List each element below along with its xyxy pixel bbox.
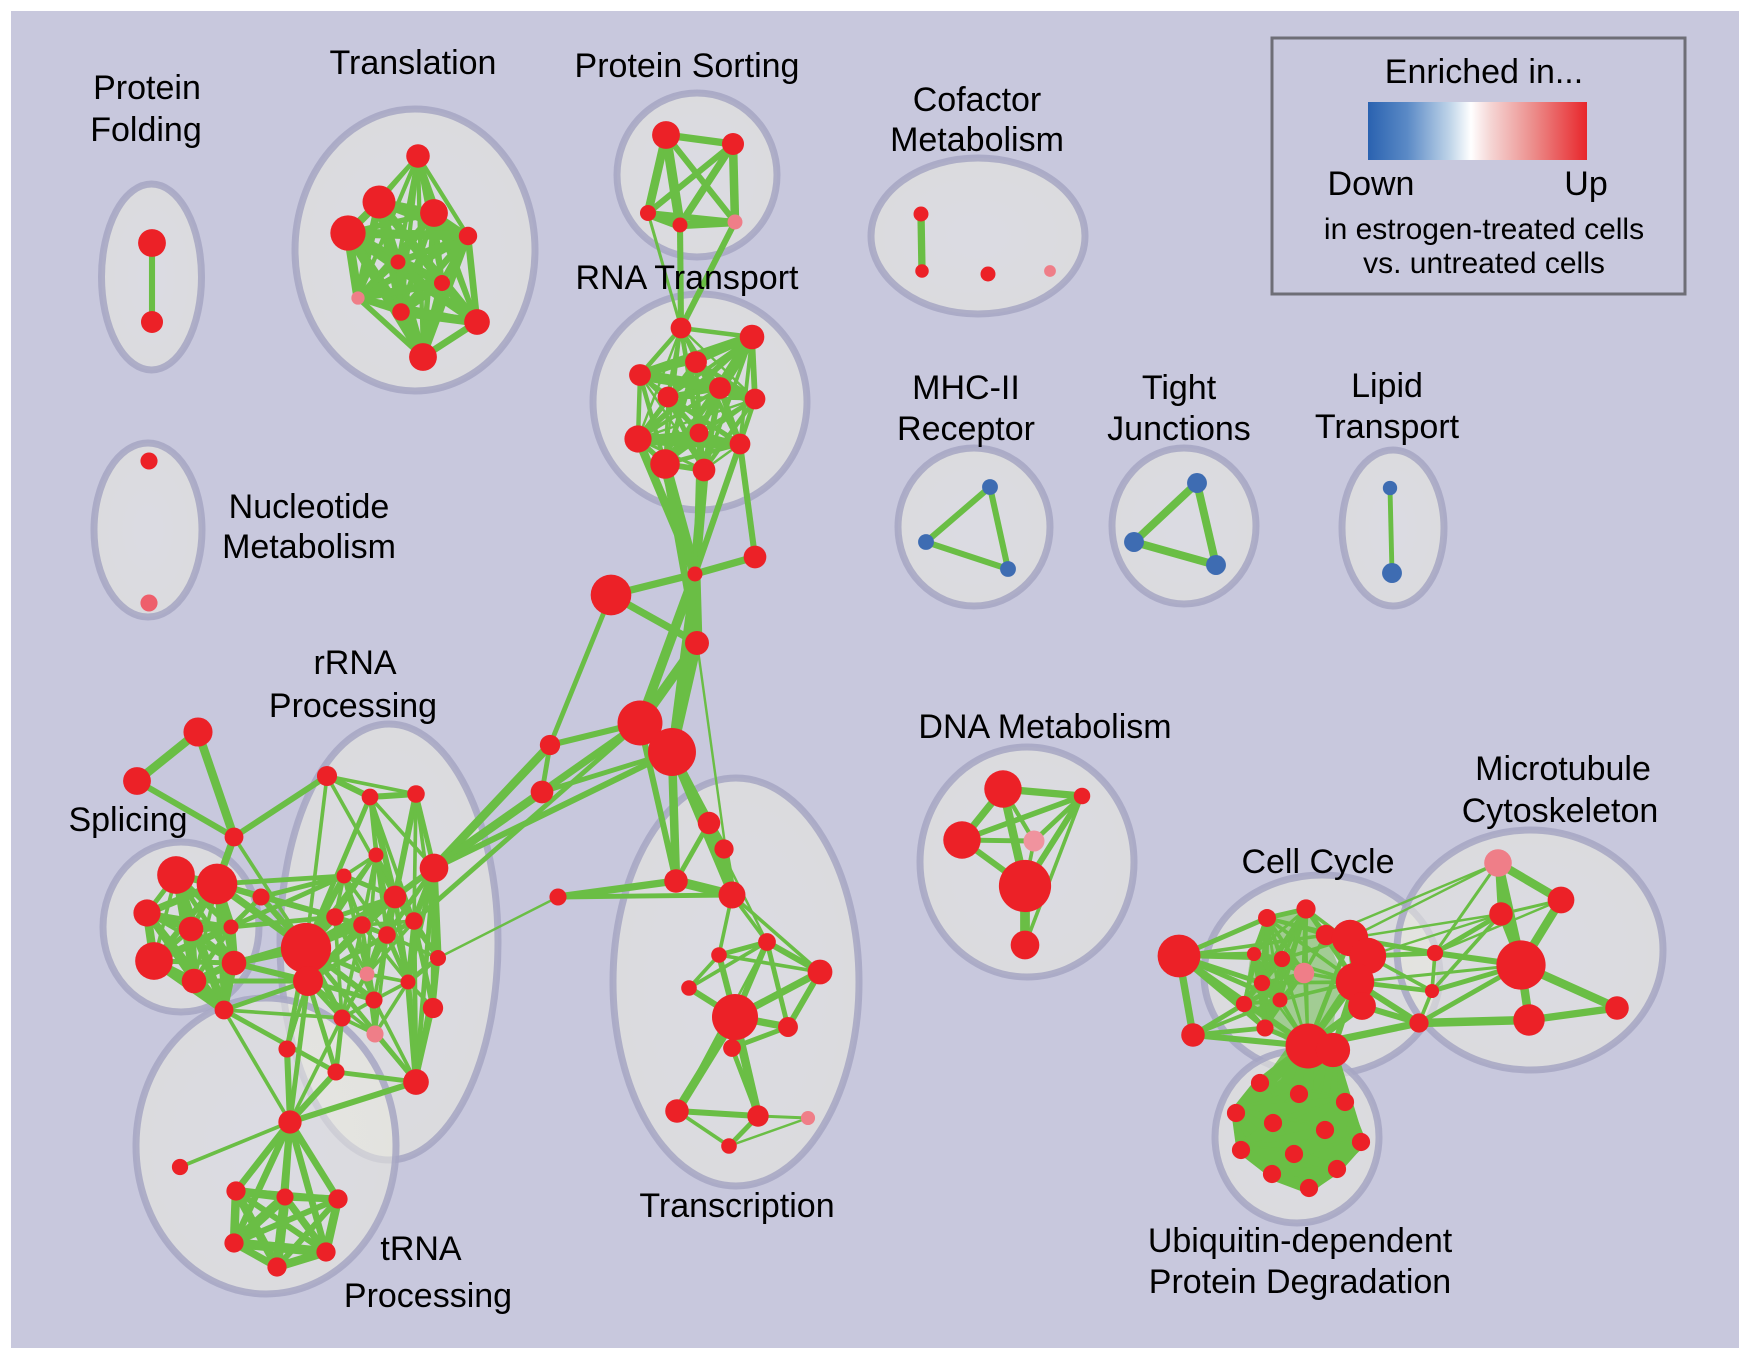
svg-text:rRNA: rRNA <box>313 644 396 682</box>
svg-text:Metabolism: Metabolism <box>222 528 396 566</box>
svg-text:Cofactor: Cofactor <box>913 81 1042 119</box>
svg-text:vs. untreated cells: vs. untreated cells <box>1363 247 1605 280</box>
svg-text:Microtubule: Microtubule <box>1475 750 1651 788</box>
svg-text:Transcription: Transcription <box>639 1187 834 1225</box>
svg-text:Tight: Tight <box>1142 369 1217 407</box>
svg-text:Splicing: Splicing <box>68 801 187 839</box>
svg-text:tRNA: tRNA <box>380 1230 462 1268</box>
svg-text:Nucleotide: Nucleotide <box>229 488 390 526</box>
svg-text:Processing: Processing <box>269 687 437 725</box>
svg-text:MHC-II: MHC-II <box>912 369 1020 407</box>
svg-text:Protein: Protein <box>93 69 201 107</box>
svg-text:RNA Transport: RNA Transport <box>576 259 800 297</box>
svg-text:Up: Up <box>1564 165 1607 203</box>
svg-text:Enriched in...: Enriched in... <box>1385 53 1583 91</box>
svg-text:Down: Down <box>1328 165 1415 203</box>
svg-text:Metabolism: Metabolism <box>890 121 1064 159</box>
svg-text:Lipid: Lipid <box>1351 367 1423 405</box>
svg-text:Receptor: Receptor <box>897 410 1035 448</box>
svg-text:Junctions: Junctions <box>1107 410 1251 448</box>
svg-text:DNA Metabolism: DNA Metabolism <box>918 708 1171 746</box>
svg-text:Ubiquitin-dependent: Ubiquitin-dependent <box>1148 1222 1453 1260</box>
svg-text:Translation: Translation <box>330 44 497 82</box>
svg-text:Protein Degradation: Protein Degradation <box>1149 1263 1451 1301</box>
svg-text:Folding: Folding <box>90 111 202 149</box>
svg-text:Transport: Transport <box>1315 408 1460 446</box>
svg-text:Protein Sorting: Protein Sorting <box>575 47 800 85</box>
svg-text:in estrogen-treated cells: in estrogen-treated cells <box>1324 213 1644 246</box>
svg-text:Cell Cycle: Cell Cycle <box>1241 843 1394 881</box>
svg-text:Cytoskeleton: Cytoskeleton <box>1462 792 1659 830</box>
svg-text:Processing: Processing <box>344 1277 512 1315</box>
